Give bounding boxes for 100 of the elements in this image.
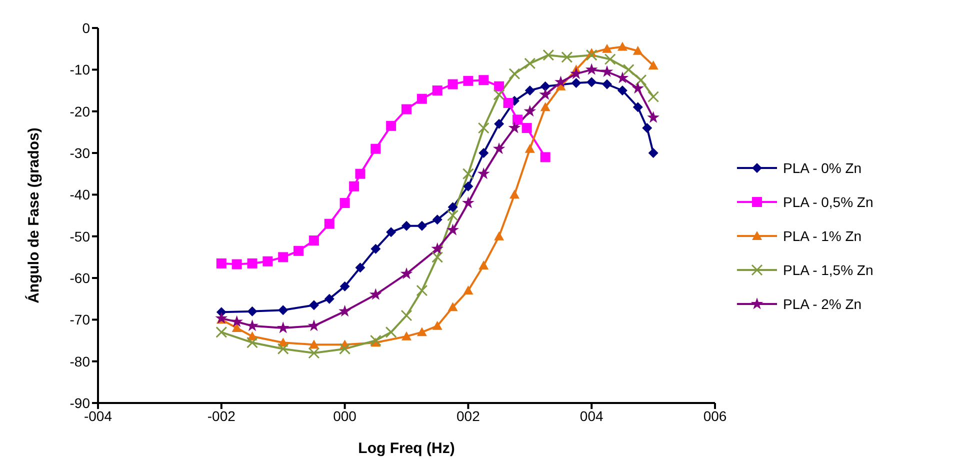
point [277,343,289,355]
point [385,326,397,338]
y-tick-label: 0 [82,20,90,36]
point [616,72,629,84]
point [509,190,520,199]
point [246,319,258,332]
point [416,94,427,104]
point [647,111,660,123]
point [308,340,319,349]
point [494,81,504,92]
point [232,259,242,270]
point [571,78,582,88]
point [463,286,474,294]
point [478,148,489,158]
point [324,218,334,229]
y-tick-label: -80 [70,353,90,370]
legend-label: PLA - 1,5% Zn [783,262,874,278]
y-tick-label: -70 [70,312,90,328]
point [308,300,319,310]
y-tick-label: -20 [70,103,90,120]
point [604,54,616,65]
point [247,258,258,268]
point [416,220,427,231]
point [648,91,660,102]
point [478,260,489,270]
point [324,294,334,304]
point [216,258,226,268]
point [402,220,412,231]
point [355,262,366,273]
point [524,144,535,153]
point [493,88,505,100]
point [216,326,228,338]
x-tick-label: -002 [207,408,236,424]
legend-label: PLA - 0,5% Zn [783,194,874,210]
point [355,168,366,179]
point [494,118,504,129]
point [308,236,319,246]
x-tick-label: 004 [580,408,604,424]
point [602,44,612,53]
point [402,104,412,114]
point [478,75,489,86]
point [402,331,412,340]
y-tick-label: -30 [70,144,90,161]
point [524,86,535,96]
x-tick-label: 002 [456,408,480,424]
y-tick-label: -60 [70,270,90,286]
y-tick-label: -40 [70,186,90,203]
point [570,67,582,80]
point [462,196,474,208]
point [617,86,628,96]
point [386,227,396,238]
point [246,336,258,348]
x-tick-label: 006 [703,408,727,424]
point [462,168,474,180]
legend-label: PLA - 0% Zn [783,160,862,176]
point [524,104,536,117]
point [276,322,290,334]
point [542,49,554,61]
point [400,267,413,280]
point [492,142,506,154]
point [463,76,474,86]
point [431,242,444,254]
point [586,77,597,88]
point [512,114,523,125]
point [642,123,652,133]
y-axis-title: Ángulo de Fase (grados) [24,128,42,304]
point [477,167,490,180]
y-tick-label: -50 [70,228,90,244]
point [554,76,567,88]
point [338,304,351,317]
point [370,244,381,254]
point [447,210,459,222]
point [432,251,444,263]
point [230,315,244,328]
point [540,102,550,112]
point [622,64,634,76]
x-tick-label: 000 [333,408,357,424]
point [524,58,536,70]
point [247,306,258,316]
point [508,68,520,80]
point [432,214,442,225]
point [448,302,458,312]
point [400,310,412,322]
x-axis-title: Log Freq (Hz) [358,440,455,457]
point [463,181,474,192]
point [262,256,273,266]
point [617,42,628,51]
point [416,327,427,336]
point [561,51,573,63]
point [448,79,458,90]
point [632,46,643,55]
legend-label: PLA - 1% Zn [783,228,862,244]
point [585,63,598,75]
point [278,252,288,262]
point [294,246,304,256]
point [308,347,320,359]
point [370,144,381,154]
point [369,288,382,300]
point [349,181,360,192]
point [494,231,504,240]
